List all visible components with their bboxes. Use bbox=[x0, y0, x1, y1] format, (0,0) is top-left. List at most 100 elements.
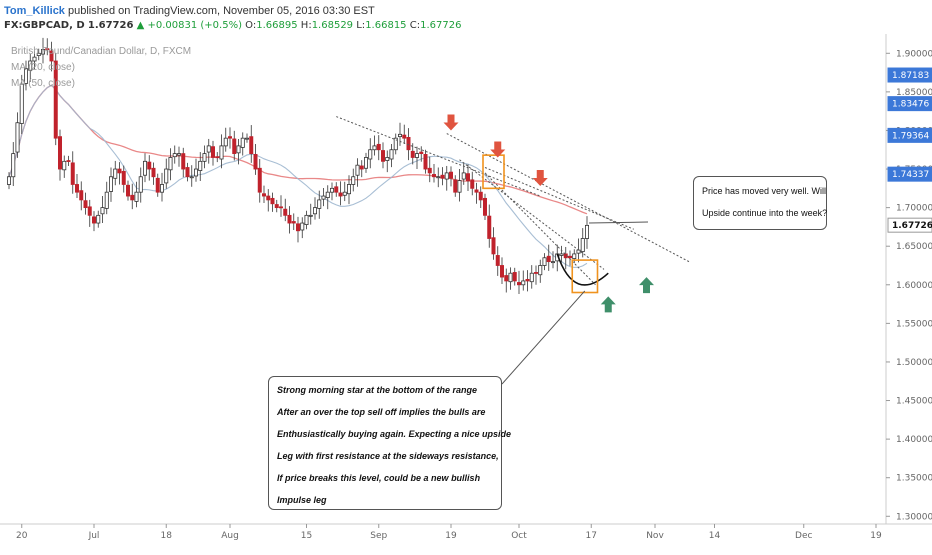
candle-body bbox=[546, 255, 551, 263]
annotation-callout-bottom[interactable]: Strong morning star at the bottom of the… bbox=[268, 376, 512, 510]
candle-body bbox=[11, 153, 16, 178]
low-value: 1.66815 bbox=[365, 20, 407, 31]
candle-body bbox=[202, 153, 207, 162]
price-label: 1.83476 bbox=[892, 100, 929, 110]
candle-body bbox=[227, 136, 232, 139]
candle-body bbox=[181, 153, 186, 170]
x-tick-label: Nov bbox=[646, 531, 664, 541]
y-tick-label: 1.60000 bbox=[896, 281, 932, 291]
candle-body bbox=[291, 221, 296, 224]
candle-body bbox=[436, 176, 441, 179]
legend-ma20[interactable]: MA (20, close) bbox=[11, 62, 75, 73]
candle-body bbox=[393, 137, 398, 151]
ohlc-line: FX:GBPCAD, D 1.67726 ▲ +0.00831 (+0.5%) … bbox=[4, 20, 461, 31]
candle-body bbox=[134, 191, 139, 202]
down-arrow-icon bbox=[532, 170, 548, 187]
candle-body bbox=[329, 187, 334, 193]
candle-body bbox=[521, 280, 526, 286]
low-label: L: bbox=[356, 20, 366, 31]
candle-body bbox=[249, 136, 254, 155]
candle-body bbox=[257, 167, 262, 193]
highlight-box bbox=[482, 154, 505, 190]
x-tick-label: 17 bbox=[586, 531, 597, 541]
candle-body bbox=[534, 272, 539, 274]
candle-body bbox=[15, 122, 20, 153]
candle-body bbox=[19, 83, 24, 124]
y-tick-label: 1.35000 bbox=[896, 474, 932, 484]
x-tick-label: Oct bbox=[511, 531, 527, 541]
candle-body bbox=[368, 149, 373, 160]
candle-body bbox=[359, 165, 364, 170]
price-label-box bbox=[887, 217, 932, 233]
x-tick-label: 14 bbox=[709, 531, 721, 541]
note2-line-2: After an over the top sell off implies t… bbox=[277, 407, 486, 417]
open-label: O: bbox=[245, 20, 257, 31]
candle-body bbox=[185, 167, 190, 178]
publish-info: published on TradingView.com, November 0… bbox=[68, 5, 375, 17]
x-tick-label: Dec bbox=[795, 531, 812, 541]
candle-body bbox=[346, 184, 351, 195]
candle-body bbox=[325, 191, 330, 198]
candle-body bbox=[79, 190, 84, 201]
trendline bbox=[484, 167, 634, 230]
candle-body bbox=[585, 224, 590, 239]
candle-body bbox=[542, 257, 547, 266]
candle-body bbox=[431, 174, 436, 178]
high-label: H: bbox=[300, 20, 312, 31]
candle-body bbox=[308, 214, 313, 217]
candle-body bbox=[355, 164, 360, 176]
candle-body bbox=[278, 206, 283, 209]
candle-body bbox=[219, 145, 224, 160]
x-tick-label: 15 bbox=[301, 531, 312, 541]
candle-body bbox=[397, 133, 402, 138]
candle-body bbox=[376, 143, 381, 151]
candle-body bbox=[338, 192, 343, 197]
note2-line-1: Strong morning star at the bottom of the… bbox=[277, 385, 477, 395]
candle-body bbox=[155, 177, 160, 193]
down-arrow-icon bbox=[490, 141, 506, 158]
candle-body bbox=[266, 195, 271, 201]
y-tick-label: 1.55000 bbox=[896, 319, 932, 329]
note2-line-5: If price breaks this level, could be a n… bbox=[277, 473, 481, 483]
candle-body bbox=[317, 199, 322, 209]
candle-body bbox=[568, 255, 573, 259]
candle-body bbox=[517, 282, 522, 286]
candle-body bbox=[232, 138, 237, 155]
chart-header: Tom_Killick published on TradingView.com… bbox=[0, 0, 932, 34]
highlight-box bbox=[571, 259, 599, 294]
price-chart[interactable]: 1.30000 1.35000 1.40000 1.45000 1.50000 1.550… bbox=[0, 34, 932, 550]
candle-body bbox=[580, 238, 585, 253]
price-label-box bbox=[887, 127, 932, 143]
legend-ma50[interactable]: MA (50, close) bbox=[11, 78, 75, 89]
candle-body bbox=[334, 186, 339, 193]
candle-body bbox=[70, 162, 75, 185]
trendline bbox=[459, 159, 605, 270]
note1-line-2: Upside continue into the week? bbox=[702, 208, 828, 218]
trendline bbox=[336, 116, 541, 197]
symbol-label: FX:GBPCAD, D bbox=[4, 20, 85, 31]
price-label: 1.67726 bbox=[892, 221, 932, 231]
author-link[interactable]: Tom_Killick bbox=[4, 5, 65, 17]
annotation-callout-top[interactable]: Price has moved very well. Will Upside c… bbox=[693, 176, 827, 230]
candle-body bbox=[304, 214, 309, 225]
candles bbox=[7, 37, 590, 295]
candle-body bbox=[453, 179, 458, 193]
candle-body bbox=[504, 275, 509, 282]
candle-body bbox=[457, 180, 462, 193]
x-tick-label: Aug bbox=[221, 531, 239, 541]
legend-title: British Pound/Canadian Dollar, D, FXCM bbox=[11, 46, 192, 57]
candle-body bbox=[482, 197, 487, 216]
candle-body bbox=[414, 153, 419, 158]
note2-line-3: Enthusiastically buying again. Expecting… bbox=[277, 429, 512, 439]
candle-body bbox=[75, 184, 80, 193]
ma20-line bbox=[8, 84, 588, 268]
x-tick-label: 19 bbox=[870, 531, 882, 541]
candle-body bbox=[423, 153, 428, 170]
y-tick-label: 1.90000 bbox=[896, 49, 932, 59]
note2-line-4: Leg with first resistance at the sideway… bbox=[277, 451, 499, 461]
chart-area[interactable]: 1.30000 1.35000 1.40000 1.45000 1.50000 1.550… bbox=[0, 34, 932, 550]
candle-body bbox=[236, 145, 241, 154]
candle-body bbox=[32, 56, 37, 62]
candle-body bbox=[461, 172, 466, 180]
candle-body bbox=[92, 216, 97, 224]
